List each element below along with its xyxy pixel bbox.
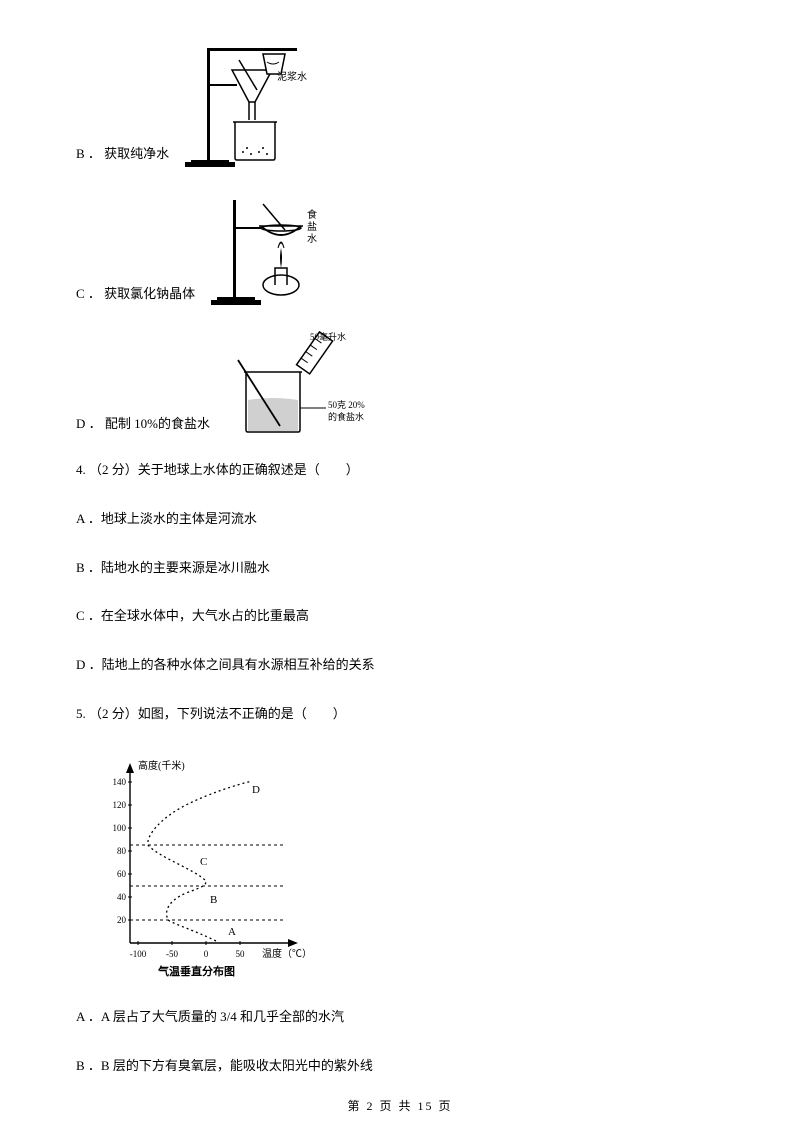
- option-b-text: 获取纯净水: [104, 146, 169, 161]
- svg-text:A: A: [228, 926, 236, 938]
- svg-text:60: 60: [117, 869, 127, 879]
- option-b-letter: B ．: [76, 146, 101, 161]
- svg-text:50: 50: [236, 949, 246, 959]
- option-d-letter: D ．: [76, 416, 102, 431]
- option-d-text: 配制 10%的食盐水: [105, 416, 210, 431]
- svg-text:的食盐水: 的食盐水: [328, 411, 364, 422]
- option-c-label: C ． 获取氯化钠晶体: [76, 283, 195, 310]
- svg-text:100: 100: [113, 823, 127, 833]
- svg-text:140: 140: [113, 777, 127, 787]
- svg-text:高度(千米): 高度(千米): [138, 759, 185, 772]
- svg-text:C: C: [200, 856, 207, 868]
- svg-text:50毫升水: 50毫升水: [310, 331, 346, 342]
- svg-text:0: 0: [204, 949, 209, 959]
- svg-text:120: 120: [113, 800, 127, 810]
- option-b-caption: 泥浆水: [277, 70, 307, 83]
- page-footer: 第 2 页 共 15 页: [0, 1097, 800, 1114]
- option-b-label: B ． 获取纯净水: [76, 143, 169, 170]
- option-d-label: D ． 配制 10%的食盐水: [76, 413, 210, 440]
- q4-option-d: D ．陆地上的各种水体之间具有水源相互补给的关系: [76, 655, 724, 676]
- option-c-row: C ． 获取氯化钠晶体: [76, 190, 724, 310]
- option-b-row: B ． 获取纯净水: [76, 40, 724, 170]
- svg-text:气温垂直分布图: 气温垂直分布图: [157, 964, 235, 978]
- q4-option-a: A ．地球上淡水的主体是河流水: [76, 509, 724, 530]
- option-c-letter: C ．: [76, 286, 101, 301]
- svg-text:80: 80: [117, 846, 127, 856]
- svg-text:盐: 盐: [307, 220, 317, 233]
- q5-stem: 5. （2 分）如图，下列说法不正确的是（ ）: [76, 704, 724, 725]
- option-c-text: 获取氯化钠晶体: [104, 286, 195, 301]
- atmosphere-chart: 高度(千米) 温度（℃） 140 120 100 80 60 40 20 -10…: [76, 753, 724, 983]
- svg-text:食: 食: [307, 208, 317, 221]
- q4-stem: 4. （2 分）关于地球上水体的正确叙述是（ ）: [76, 460, 724, 481]
- option-b-figure: 泥浆水: [177, 40, 307, 170]
- svg-text:水: 水: [307, 233, 317, 245]
- svg-text:50克 20%: 50克 20%: [328, 400, 365, 410]
- svg-text:D: D: [252, 784, 260, 796]
- svg-text:温度（℃）: 温度（℃）: [262, 947, 312, 960]
- svg-text:40: 40: [117, 892, 127, 902]
- svg-text:B: B: [210, 894, 217, 906]
- svg-text:-100: -100: [130, 949, 147, 959]
- option-d-figure: 50毫升水 50克 20% 的食盐水: [218, 330, 388, 440]
- option-d-row: D ． 配制 10%的食盐水 50毫升水: [76, 330, 724, 440]
- q5-option-a: A ．A 层占了大气质量的 3/4 和几乎全部的水汽: [76, 1007, 724, 1028]
- svg-text:-50: -50: [166, 949, 178, 959]
- q4-option-c: C ．在全球水体中，大气水占的比重最高: [76, 606, 724, 627]
- option-c-figure: 食 盐 水: [203, 190, 333, 310]
- q5-option-b: B ．B 层的下方有臭氧层，能吸收太阳光中的紫外线: [76, 1056, 724, 1077]
- svg-text:20: 20: [117, 915, 127, 925]
- q4-option-b: B ．陆地水的主要来源是冰川融水: [76, 558, 724, 579]
